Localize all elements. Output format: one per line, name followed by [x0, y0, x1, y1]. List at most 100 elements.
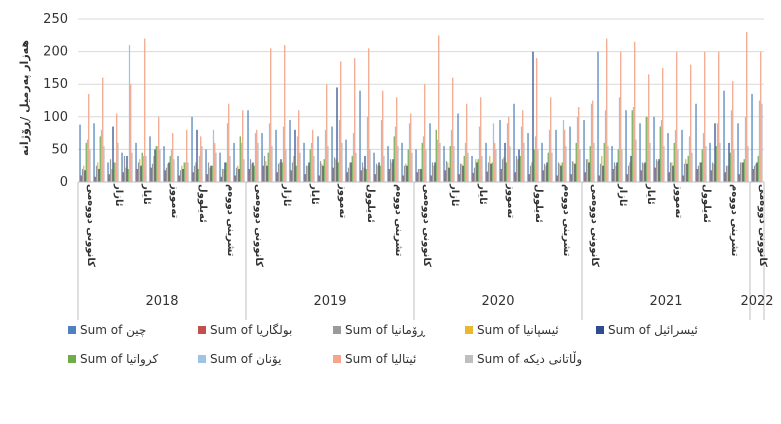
bar — [691, 152, 693, 182]
x-tick-label: کانوونی دووەمی — [253, 184, 264, 267]
bar — [738, 174, 740, 182]
bar — [186, 129, 188, 182]
bar — [640, 170, 642, 182]
bar — [635, 139, 637, 182]
x-category-labels: کانوونی دووەمی ئازار ئایار تەمووز ئەیلوول تشر… — [85, 183, 768, 267]
legend-entry: Sum of یۆنان — [210, 352, 281, 367]
bar — [415, 149, 417, 182]
bar — [240, 142, 243, 182]
x-tick-label: ئایار — [645, 183, 656, 205]
bar — [205, 149, 207, 182]
legend-entry: Sum of ئیسپانیا — [477, 323, 559, 337]
bar — [408, 123, 411, 182]
bar — [618, 97, 621, 182]
bar — [729, 152, 731, 182]
bar — [730, 110, 733, 182]
bar — [151, 163, 154, 182]
bar — [154, 149, 156, 182]
bar — [546, 162, 548, 182]
bar — [760, 51, 762, 182]
x-tick-label: تەمووز — [505, 183, 516, 218]
x-tick-label: ئەیلوول — [533, 184, 544, 223]
bar — [102, 77, 104, 182]
bar — [462, 165, 464, 182]
bar — [639, 123, 641, 182]
bar — [436, 139, 439, 182]
bar — [112, 126, 114, 182]
bar — [492, 123, 495, 182]
bar — [617, 149, 619, 182]
bar — [743, 159, 745, 182]
bar — [522, 110, 524, 182]
bar — [514, 172, 516, 182]
bar — [569, 126, 571, 182]
bar — [84, 170, 86, 182]
bar — [503, 157, 505, 182]
bar — [523, 142, 525, 182]
bar — [155, 146, 157, 182]
bar — [612, 168, 614, 182]
bar — [130, 84, 132, 182]
bar — [723, 90, 725, 182]
bar — [163, 146, 165, 182]
bar — [253, 165, 255, 182]
x-year-label: 2022 — [740, 294, 773, 309]
bar — [207, 162, 210, 182]
x-tick-label: کانوونی دووەمی — [589, 184, 600, 267]
bar — [379, 165, 381, 182]
bar — [197, 168, 199, 182]
bar — [407, 149, 409, 182]
bar — [737, 123, 739, 182]
bar — [396, 97, 398, 182]
bar — [168, 162, 170, 182]
y-tick-label: 0 — [60, 175, 68, 190]
bar — [648, 74, 650, 182]
bar — [93, 123, 95, 182]
bar — [374, 174, 376, 182]
bar — [332, 167, 334, 182]
bar — [267, 152, 269, 182]
bar — [310, 142, 313, 182]
bar — [438, 35, 440, 182]
bar — [271, 146, 273, 182]
bar — [709, 142, 711, 182]
bar — [99, 136, 101, 182]
bar — [560, 165, 562, 182]
bar — [422, 136, 425, 182]
bar — [687, 155, 689, 182]
bar — [184, 162, 187, 182]
bar — [602, 165, 604, 182]
bar — [739, 162, 742, 182]
bar — [547, 152, 549, 182]
bar — [630, 155, 632, 182]
bar — [172, 133, 174, 182]
bar — [296, 136, 299, 182]
bar — [223, 168, 225, 182]
bar — [718, 51, 720, 182]
bar — [674, 129, 677, 182]
bar — [562, 120, 565, 182]
bar — [719, 142, 721, 182]
bar — [153, 155, 155, 182]
x-tick-label: ئایار — [141, 183, 152, 205]
bar — [235, 167, 238, 182]
bar — [632, 107, 635, 182]
bar — [476, 162, 478, 182]
bar — [158, 116, 160, 182]
legend-entry: Sum of کرواتیا — [80, 352, 158, 367]
bar — [752, 168, 754, 182]
bar — [728, 142, 730, 182]
legend-swatch — [198, 355, 206, 363]
bar — [387, 146, 389, 182]
bar — [294, 129, 296, 182]
bar — [79, 124, 81, 182]
bar — [401, 142, 403, 182]
bar — [327, 146, 329, 182]
bar — [571, 161, 574, 182]
x-tick-label: ئەیلوول — [701, 184, 712, 223]
bar — [490, 163, 492, 182]
bar — [220, 176, 222, 182]
bar — [170, 149, 173, 182]
bar — [131, 152, 133, 182]
bar — [181, 165, 183, 182]
